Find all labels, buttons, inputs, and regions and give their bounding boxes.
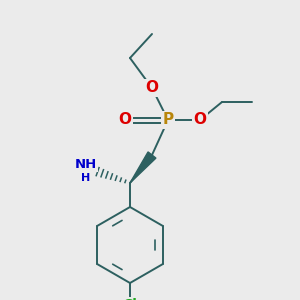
Polygon shape [130, 152, 156, 183]
Text: NH: NH [75, 158, 97, 170]
Text: O: O [146, 80, 158, 95]
Text: H: H [81, 173, 91, 183]
Text: Cl: Cl [123, 298, 137, 300]
Text: P: P [162, 112, 174, 128]
Text: O: O [118, 112, 131, 128]
Text: O: O [194, 112, 206, 128]
